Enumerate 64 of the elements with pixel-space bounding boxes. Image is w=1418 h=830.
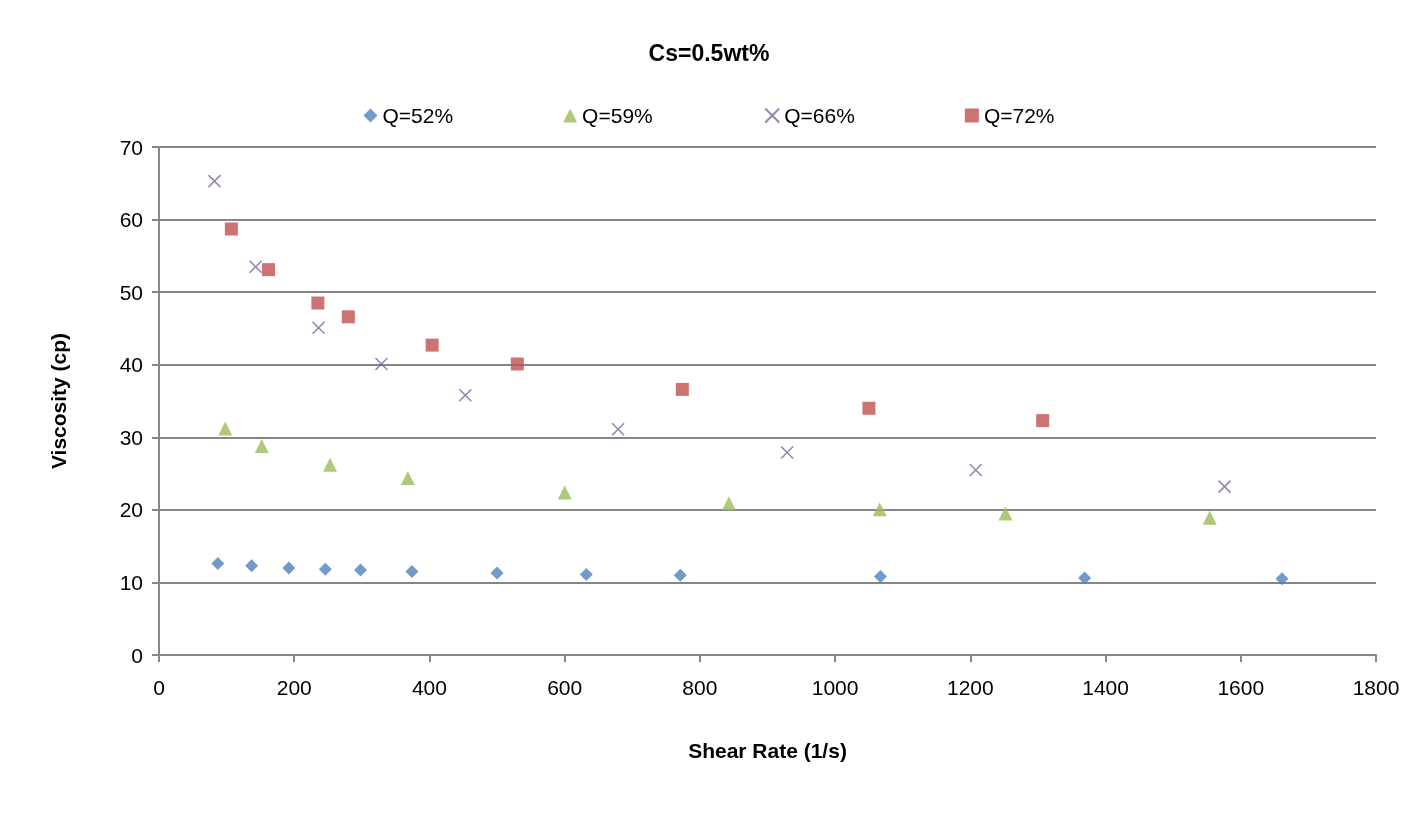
point (245, 559, 259, 573)
point (873, 570, 887, 584)
y-tick-label: 50 (119, 280, 143, 304)
point (282, 561, 296, 575)
point (262, 263, 276, 277)
point (254, 438, 269, 453)
point (968, 463, 983, 477)
point (211, 557, 225, 571)
point (1217, 479, 1232, 494)
point (872, 502, 887, 517)
point (311, 296, 325, 310)
point (579, 567, 593, 581)
y-tick-label: 0 (131, 643, 143, 667)
chart-title: Cs=0.5wt% (648, 39, 770, 66)
point (1202, 510, 1217, 525)
point (611, 422, 625, 437)
point (341, 310, 355, 324)
point (458, 388, 473, 402)
point (998, 506, 1013, 521)
x-tick-label: 1400 (1082, 676, 1129, 699)
point (780, 445, 794, 460)
point (400, 470, 415, 485)
x-tick-label: 600 (547, 676, 583, 699)
point (673, 568, 687, 582)
x-axis-title: Shear Rate (1/s) (688, 739, 847, 762)
x-tick-label: 200 (276, 676, 312, 699)
point (405, 565, 419, 579)
legend-label: Q=59% (582, 104, 653, 127)
point (318, 562, 332, 576)
point (311, 320, 326, 335)
point (353, 563, 367, 577)
legend-label: Q=72% (983, 104, 1055, 127)
point (1275, 572, 1289, 586)
point (248, 259, 263, 274)
point (862, 401, 876, 415)
legend-label: Q=52% (382, 104, 454, 127)
point (218, 421, 233, 436)
x-tick-label: 1200 (946, 676, 994, 699)
point (557, 485, 572, 500)
point (675, 382, 689, 396)
y-tick-label: 60 (119, 208, 143, 232)
point (425, 338, 439, 352)
x-tick-label: 0 (153, 676, 165, 699)
x-tick-label: 400 (411, 676, 447, 699)
x-tick-label: 1800 (1352, 676, 1400, 699)
y-tick-label: 70 (119, 135, 143, 159)
x-tick-label: 1000 (811, 676, 859, 699)
point (490, 566, 504, 580)
point (721, 496, 736, 511)
y-tick-label: 10 (119, 570, 143, 594)
point (207, 174, 222, 188)
y-tick-label: 40 (119, 353, 143, 377)
point (323, 457, 338, 472)
point (510, 357, 524, 371)
y-tick-label: 20 (119, 498, 143, 522)
y-axis-title: Viscosity (cp) (47, 332, 70, 470)
point (1036, 414, 1050, 428)
legend-label: Q=66% (784, 104, 855, 127)
point (224, 222, 238, 236)
point (374, 357, 389, 371)
x-tick-label: 1600 (1217, 676, 1265, 699)
x-tick-label: 800 (682, 676, 718, 699)
point (1078, 571, 1092, 585)
y-tick-label: 30 (119, 425, 143, 449)
